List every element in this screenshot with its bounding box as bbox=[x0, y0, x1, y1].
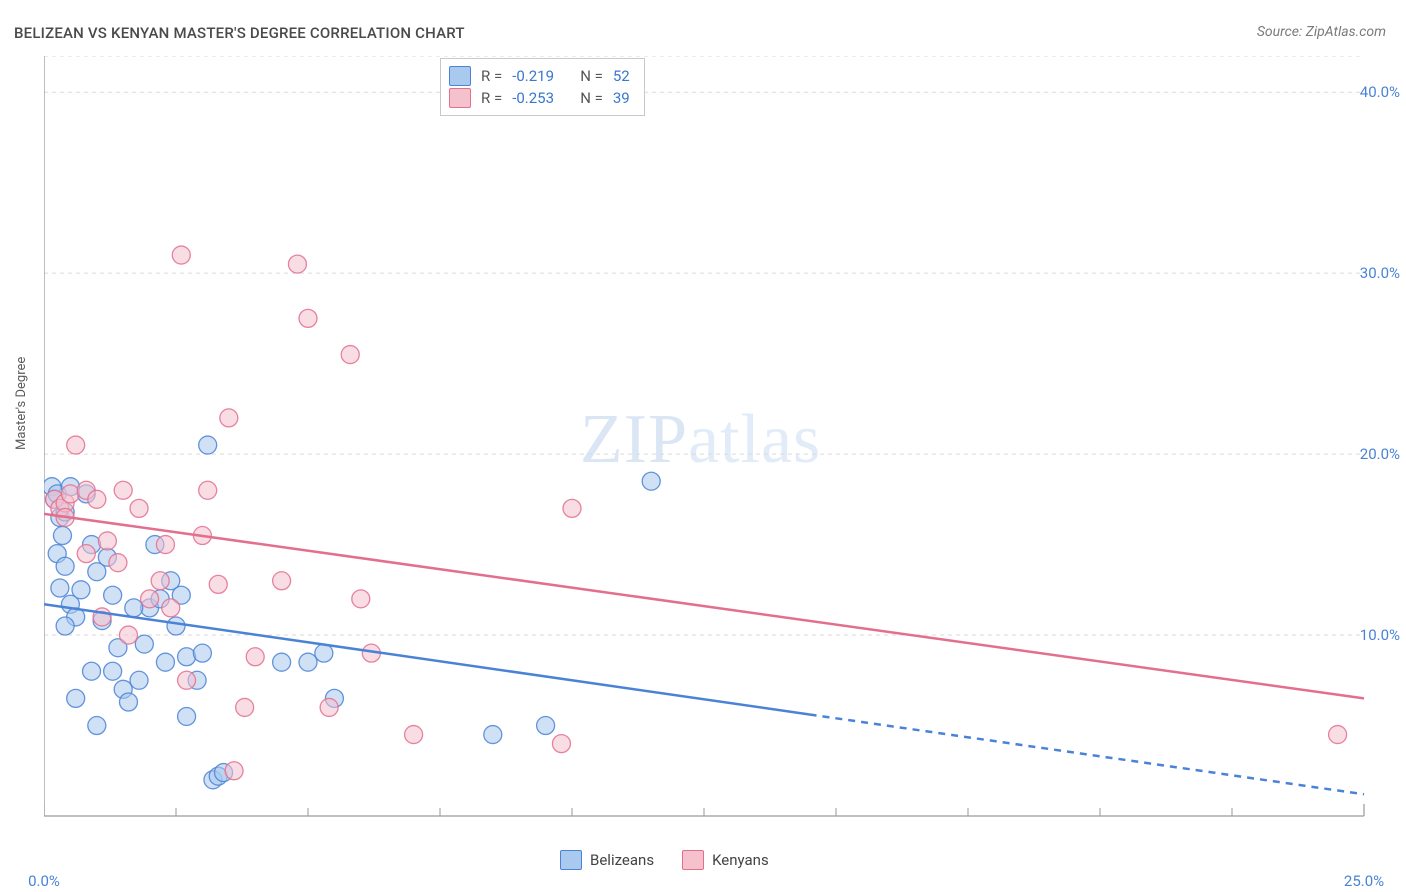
n-label: N = bbox=[580, 87, 603, 109]
r-value: -0.219 bbox=[512, 65, 570, 87]
n-label: N = bbox=[580, 65, 603, 87]
scatter-chart bbox=[44, 56, 1384, 836]
legend-swatch bbox=[682, 850, 704, 870]
r-label: R = bbox=[481, 65, 502, 87]
source-attribution: Source: ZipAtlas.com bbox=[1257, 24, 1386, 40]
legend-series-item: Belizeans bbox=[560, 850, 654, 870]
series-legend: Belizeans Kenyans bbox=[560, 850, 769, 870]
legend-swatch bbox=[449, 66, 471, 86]
r-value: -0.253 bbox=[512, 87, 570, 109]
y-tick-label: 40.0% bbox=[1360, 83, 1400, 101]
correlation-legend: R = -0.219 N = 52 R = -0.253 N = 39 bbox=[440, 58, 645, 116]
chart-title: BELIZEAN VS KENYAN MASTER'S DEGREE CORRE… bbox=[14, 24, 465, 42]
legend-series-label: Belizeans bbox=[590, 851, 654, 869]
y-tick-label: 30.0% bbox=[1360, 264, 1400, 282]
y-tick-label: 20.0% bbox=[1360, 445, 1400, 463]
legend-stat-row: R = -0.253 N = 39 bbox=[449, 87, 630, 109]
y-tick-label: 10.0% bbox=[1360, 626, 1400, 644]
legend-swatch bbox=[560, 850, 582, 870]
r-label: R = bbox=[481, 87, 502, 109]
chart-area bbox=[44, 56, 1384, 836]
legend-stat-row: R = -0.219 N = 52 bbox=[449, 65, 630, 87]
legend-swatch bbox=[449, 88, 471, 108]
legend-series-label: Kenyans bbox=[712, 851, 769, 869]
x-tick-label: 0.0% bbox=[28, 872, 60, 890]
n-value: 52 bbox=[613, 65, 630, 87]
legend-series-item: Kenyans bbox=[682, 850, 769, 870]
x-tick-label: 25.0% bbox=[1344, 872, 1384, 890]
n-value: 39 bbox=[613, 87, 630, 109]
y-axis-label: Master's Degree bbox=[14, 357, 29, 450]
